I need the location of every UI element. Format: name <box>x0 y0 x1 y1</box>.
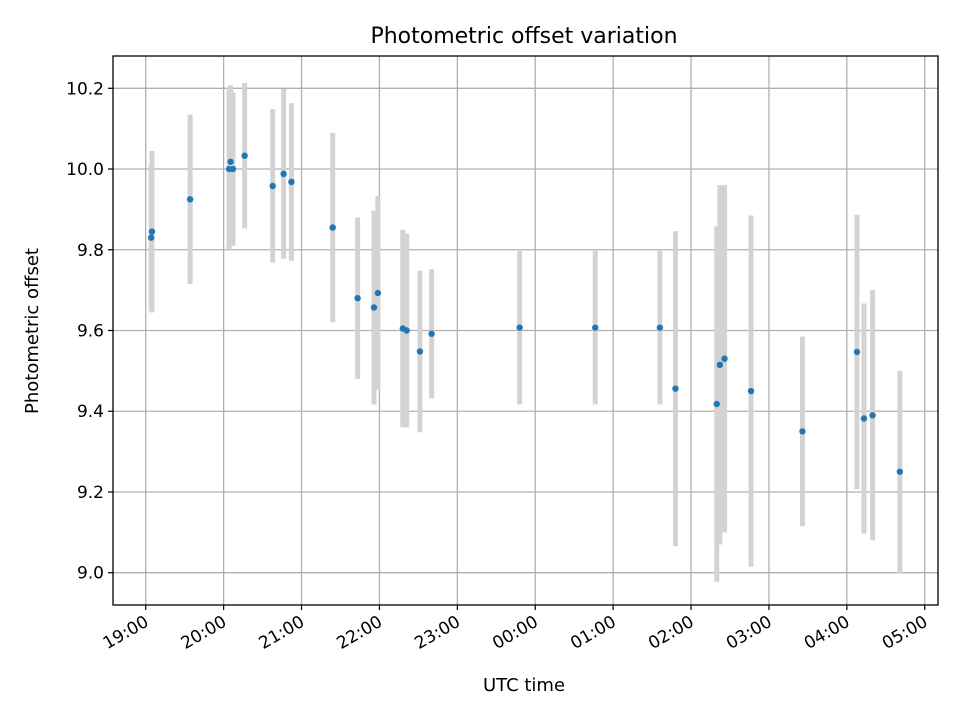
data-point <box>187 196 193 202</box>
data-point <box>672 385 678 391</box>
data-point <box>375 290 381 296</box>
y-tick-label: 9.4 <box>77 402 104 422</box>
data-point <box>371 304 377 310</box>
data-point <box>149 228 155 234</box>
data-point <box>280 171 286 177</box>
chart-title: Photometric offset variation <box>370 24 677 49</box>
y-tick-label: 10.0 <box>66 160 104 180</box>
data-point <box>227 159 233 165</box>
data-point <box>717 362 723 368</box>
data-point <box>714 401 720 407</box>
data-point <box>230 166 236 172</box>
y-tick-label: 9.8 <box>77 241 104 261</box>
x-axis-label: UTC time <box>483 675 565 696</box>
data-point <box>417 348 423 354</box>
data-point <box>270 183 276 189</box>
data-point <box>288 179 294 185</box>
y-tick-label: 10.2 <box>66 79 104 99</box>
data-point <box>516 324 522 330</box>
data-point <box>403 327 409 333</box>
data-point <box>748 388 754 394</box>
data-point <box>428 331 434 337</box>
data-point <box>354 295 360 301</box>
y-tick-label: 9.0 <box>77 564 104 584</box>
data-point <box>148 234 154 240</box>
data-point <box>854 349 860 355</box>
data-point <box>241 153 247 159</box>
data-point <box>869 412 875 418</box>
data-point <box>592 324 598 330</box>
data-point <box>897 469 903 475</box>
data-point <box>799 428 805 434</box>
y-tick-label: 9.6 <box>77 322 104 342</box>
y-tick-label: 9.2 <box>77 483 104 503</box>
y-axis-label: Photometric offset <box>22 248 43 414</box>
data-point <box>329 224 335 230</box>
data-point <box>861 415 867 421</box>
data-point <box>657 324 663 330</box>
data-point <box>721 356 727 362</box>
